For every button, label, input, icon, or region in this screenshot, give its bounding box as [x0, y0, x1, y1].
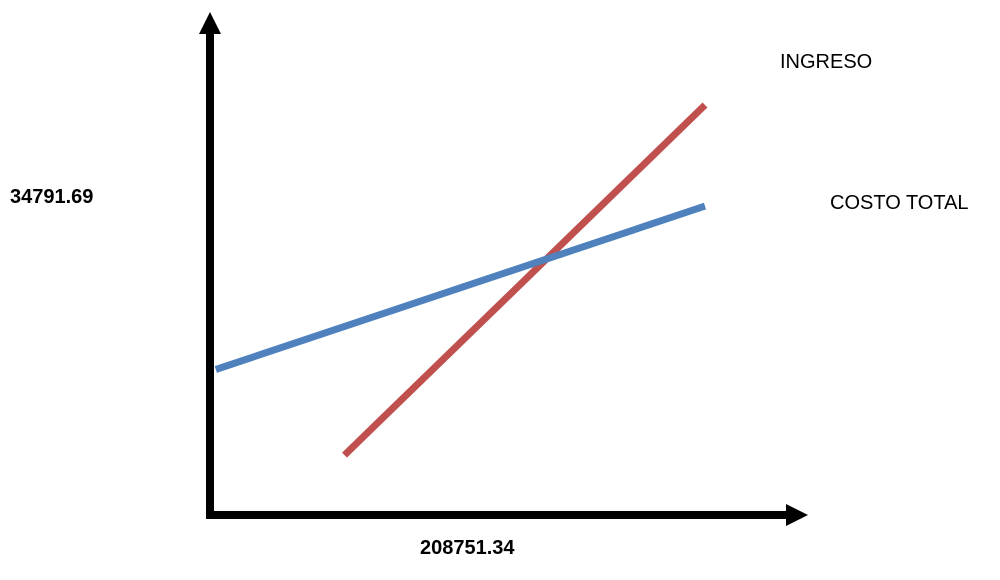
y-axis-arrow-icon: [199, 12, 221, 34]
series-layer: [214, 102, 708, 458]
legend-ingreso: INGRESO: [780, 51, 873, 73]
series-line-costo-total: [214, 202, 707, 373]
legend-costo-total: COSTO TOTAL: [830, 192, 969, 214]
y-value-label: 34791.69: [10, 186, 94, 208]
x-axis-arrow-icon: [786, 504, 808, 526]
series-line-ingreso: [342, 102, 708, 458]
x-value-label: 208751.34: [420, 537, 515, 559]
